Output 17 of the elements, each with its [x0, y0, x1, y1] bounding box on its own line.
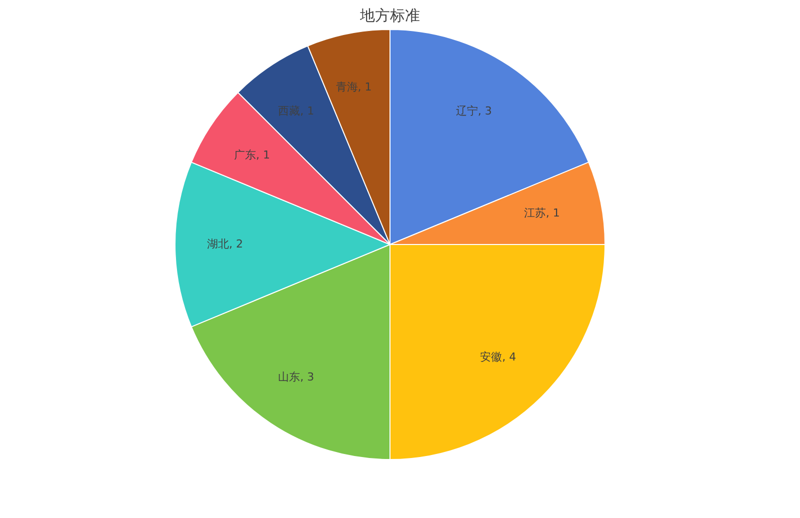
data-label: , 4	[502, 350, 516, 364]
chart-title: 地方标准	[359, 6, 420, 24]
slice-label: 广东	[234, 148, 256, 162]
data-label: , 2	[229, 238, 243, 250]
slice-label: 江苏	[524, 206, 546, 220]
data-label: , 1	[300, 104, 314, 118]
slice-label: 安徽	[480, 350, 502, 364]
data-label: , 1	[546, 206, 560, 220]
data-label: , 1	[256, 148, 270, 162]
slice-label: 湖北	[207, 238, 229, 250]
data-label: , 1	[358, 80, 372, 94]
data-label: , 3	[478, 104, 492, 118]
slice-label: 青海	[336, 80, 358, 94]
slice-label: 西藏	[278, 104, 300, 118]
data-label: , 3	[300, 370, 314, 384]
slice-label: 辽宁	[456, 104, 478, 118]
slice-label: 山东	[278, 370, 300, 384]
